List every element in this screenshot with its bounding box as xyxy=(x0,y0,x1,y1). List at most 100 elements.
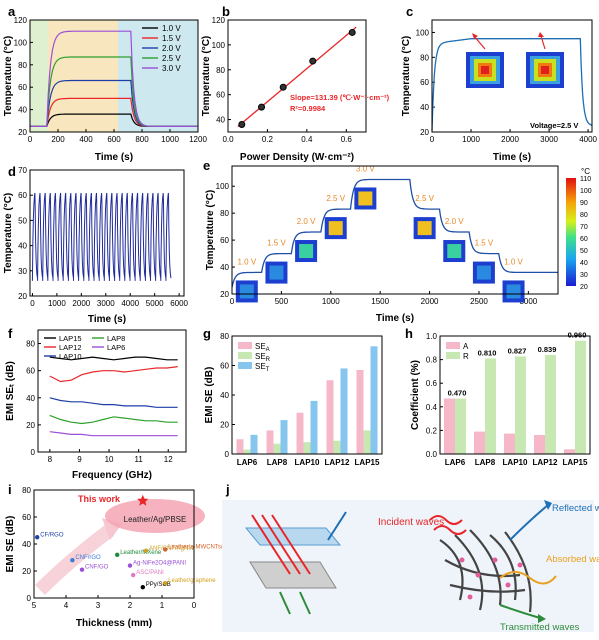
panel-a-xtick-label: 1200 xyxy=(189,135,207,144)
panel-i-point-label: Leather/graphene xyxy=(168,578,216,584)
panel-g-ytick-label: 20 xyxy=(220,421,229,430)
panel-g-plot: 0 20 40 60 80 LAP6 LAP8 LAP10 LAP12 LAP15 xyxy=(220,332,380,467)
panel-a-xtick-label: 0 xyxy=(28,135,33,144)
panel-h-bar xyxy=(474,431,485,454)
panel-e-thermal-core xyxy=(476,265,491,280)
panel-i-point xyxy=(115,552,120,557)
panel-i-point-label: ANF/CNF/AgNW xyxy=(149,546,194,552)
panel-a-legend-label: 1.5 V xyxy=(162,34,181,43)
panel-g-legend-subscript: A xyxy=(266,347,270,353)
panel-a-region-off xyxy=(30,20,48,132)
panel-i-point-label: Leather/MXene xyxy=(120,550,162,556)
panel-i-ytick-label: 20 xyxy=(22,567,31,576)
panel-c-arrow-1 xyxy=(473,35,486,50)
panel-g-legend-label: SEA xyxy=(255,342,270,353)
panel-e-colorbar xyxy=(566,178,576,286)
panel-h-ylabel: Coefficient (%) xyxy=(410,360,421,430)
panel-b-point xyxy=(279,83,287,91)
panel-c-xtick-label: 3000 xyxy=(540,135,558,144)
panel-j-incident-label: Incident waves xyxy=(378,517,444,528)
panel-h-data-label: 0.470 xyxy=(448,389,467,398)
panel-h-bar xyxy=(564,449,575,454)
panel-h-bar xyxy=(455,398,466,454)
panel-b-slope: Slope=131.39 (℃·W⁻¹·cm⁻²) xyxy=(290,93,390,102)
panel-i-xtick-label: 0 xyxy=(192,601,197,610)
panel-i-point xyxy=(163,547,168,552)
panel-c-xtick-label: 1000 xyxy=(462,135,480,144)
panel-i: i 5 4 3 2 1 0 0 20 40 60 80 CF/RGO Leather/MXene CNF/… xyxy=(5,482,231,629)
panel-h-category-label: LAP10 xyxy=(503,458,528,467)
panel-h-ytick-label: 0.8 xyxy=(426,356,438,365)
panel-h-bar xyxy=(444,398,455,454)
panel-c-arrow-2 xyxy=(540,35,546,50)
panel-f-series-line xyxy=(49,431,178,437)
panel-i-point xyxy=(140,585,145,590)
panel-j: j xyxy=(222,482,599,633)
panel-e-colorbar-tick: 20 xyxy=(580,284,588,291)
panel-f-series-line xyxy=(49,397,178,408)
panel-a-xtick-label: 200 xyxy=(51,135,65,144)
panel-a-frame xyxy=(29,19,199,133)
panel-a-series-line xyxy=(30,30,198,128)
panel-c-ytick-label: 40 xyxy=(420,103,429,112)
panel-i-xtick-label: 5 xyxy=(32,601,37,610)
panel-c-voltage: Voltage=2.5 V xyxy=(530,121,578,130)
panel-i-point xyxy=(143,548,149,553)
panel-h-data-label: 0.839 xyxy=(538,345,557,354)
panel-i-xlabel: Thickness (mm) xyxy=(76,618,152,629)
panel-g-category-label: LAP10 xyxy=(295,458,320,467)
panel-f-xtick-label: 12 xyxy=(164,455,173,464)
panel-d-ytick-label: 20 xyxy=(18,292,27,301)
panel-g-bar xyxy=(266,430,274,454)
panel-j-sheet-top xyxy=(244,527,342,546)
panel-e-colorbar-ticks: 110 100 90 80 70 60 50 40 30 20 xyxy=(580,176,592,291)
panel-h-legend-label: A xyxy=(463,342,469,351)
panel-i-this-work-label: Leather/Ag/PBSE xyxy=(124,515,187,524)
panel-g-category-label: LAP6 xyxy=(237,458,258,467)
panel-f-series-line xyxy=(49,366,178,383)
panel-j-reflected-arrowhead xyxy=(544,500,552,510)
panel-i-xtick-label: 4 xyxy=(64,601,69,610)
panel-d-xtick-label: 2000 xyxy=(72,299,90,308)
panel-e-thermal-core xyxy=(358,191,373,206)
panel-d-letter: d xyxy=(8,164,16,179)
panel-g-bar xyxy=(296,412,304,454)
panel-h-bar xyxy=(515,356,526,454)
panel-e-xtick-label: 1000 xyxy=(322,297,340,306)
panel-i-point-label: CNF/rGO xyxy=(75,555,101,561)
panel-d-ytick-label: 40 xyxy=(18,242,27,251)
panel-i-this-work-star xyxy=(137,494,149,506)
panel-e-step-label: 2.0 V xyxy=(445,217,464,226)
panel-c-letter: c xyxy=(406,4,413,19)
panel-a-ytick-label: 80 xyxy=(18,61,27,70)
panel-j-red-arrows xyxy=(251,514,311,575)
panel-j-mesh xyxy=(249,561,337,589)
panel-a-region-on xyxy=(48,20,118,132)
panel-i-point xyxy=(79,567,85,572)
panel-f-ytick-label: 60 xyxy=(26,367,35,376)
panel-i-ytick-label: 0 xyxy=(27,594,32,603)
panel-f-xtick-label: 10 xyxy=(105,455,114,464)
panel-j-transmitted-label: Transmitted waves xyxy=(500,622,580,633)
panel-f-ytick-label: 0 xyxy=(31,448,36,457)
panel-i-ytick-label: 40 xyxy=(22,540,31,549)
panel-f-legend-label: LAP12 xyxy=(59,343,82,352)
panel-g-bar xyxy=(363,430,371,454)
panel-f-xtick-label: 11 xyxy=(134,455,143,464)
panel-d-ytick-label: 30 xyxy=(18,267,27,276)
panel-j-absorbed-wave xyxy=(499,571,557,585)
panel-c-arrowhead-1 xyxy=(472,33,478,39)
panel-c-ylabel: Temperature (°C) xyxy=(401,36,412,117)
panel-b-ytick-label: 60 xyxy=(216,91,225,100)
panel-h-bar xyxy=(575,340,586,454)
panel-e-xtick-label: 2000 xyxy=(421,297,439,306)
panel-g-letter: g xyxy=(203,326,211,341)
panel-a-xtick-label: 600 xyxy=(107,135,121,144)
panel-c-plot: 0 1000 2000 3000 4000 20 40 60 80 100 xyxy=(416,28,598,144)
panel-h-bar xyxy=(485,358,496,454)
panel-h-ytick-label: 0.0 xyxy=(426,450,438,459)
panel-e-ytick-label: 60 xyxy=(220,236,229,245)
panel-h-legend-swatch xyxy=(446,342,460,349)
